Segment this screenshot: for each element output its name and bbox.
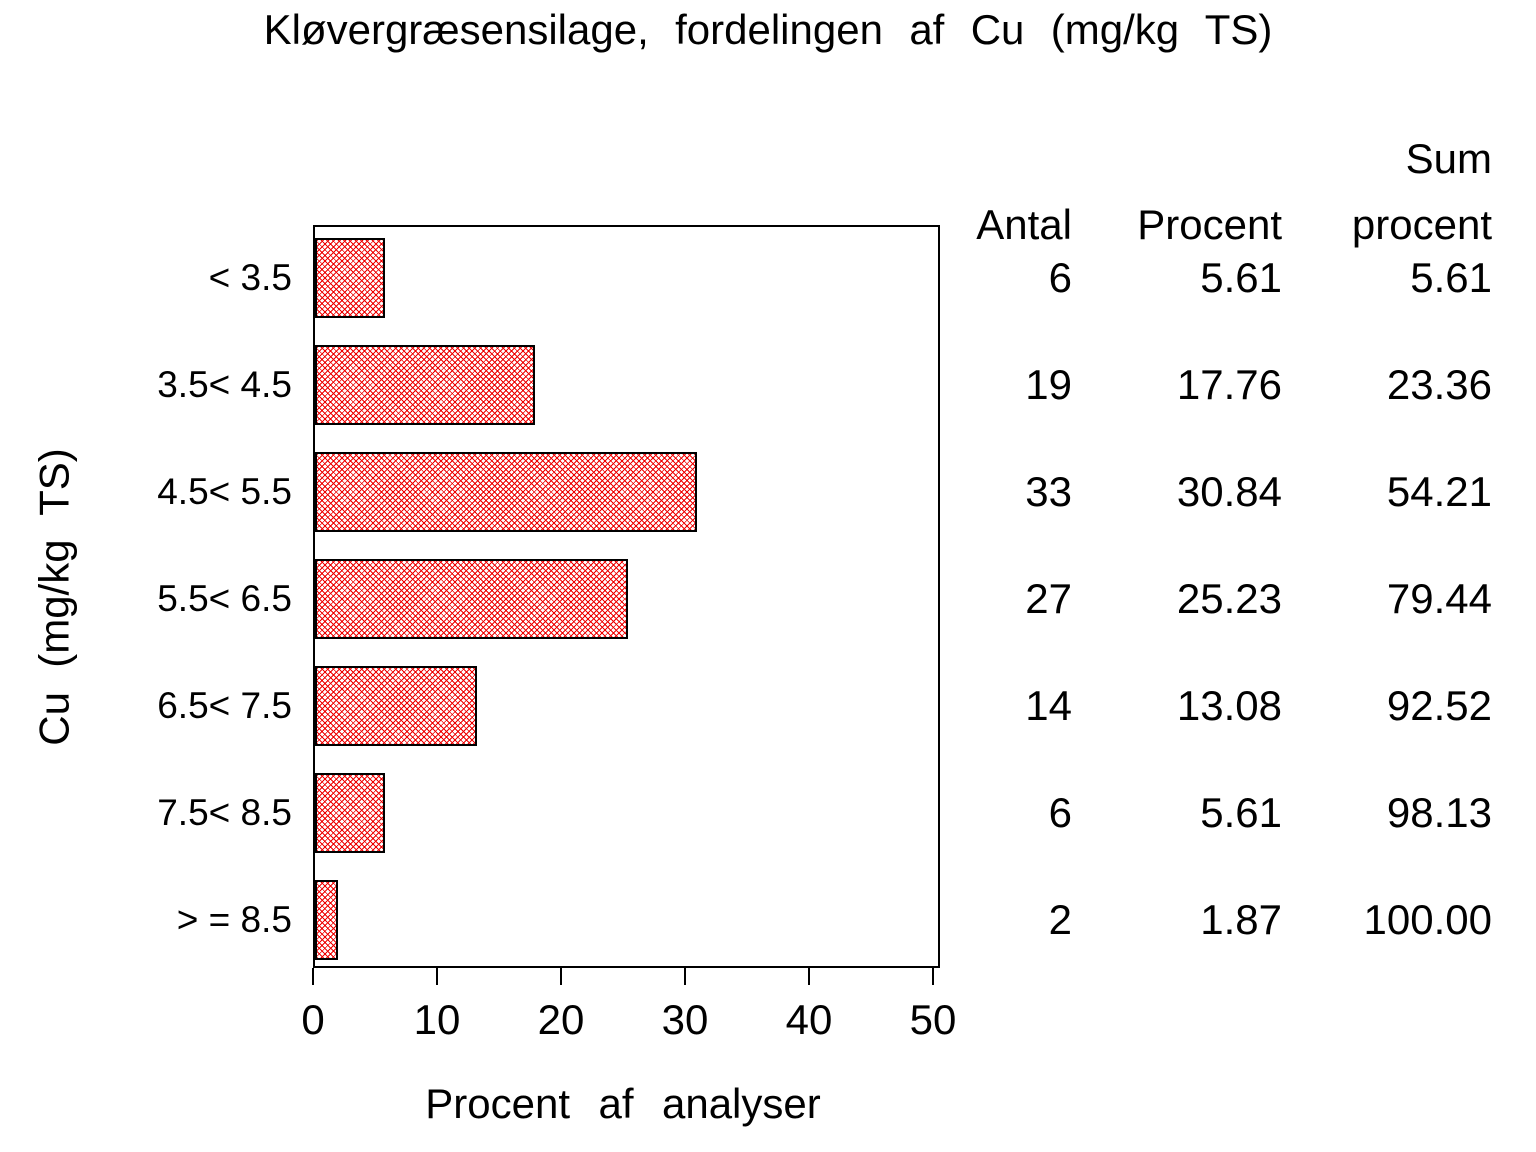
chart-title: Kløvergræsensilage, fordelingen af Cu (m… (263, 6, 1273, 53)
category-label: 4.5< 5.5 (157, 471, 292, 512)
x-axis-label: Procent af analyser (425, 1080, 821, 1127)
table-row: 6 5.61 5.61 (960, 238, 1492, 318)
table-row: 6 5.61 98.13 (960, 773, 1492, 853)
table-cell: 6 (1048, 254, 1072, 301)
y-category-labels: < 3.5 3.5< 4.5 4.5< 5.5 5.5< 6.5 6.5< 7.5 7.5… (0, 0, 292, 1152)
bar-3.5< 4.5 (315, 345, 535, 425)
table-cell: 17.76 (1176, 361, 1282, 408)
table-cell: 79.44 (1386, 575, 1492, 622)
header-sum-line2: procent (1351, 201, 1492, 248)
table-cell: 98.13 (1386, 789, 1492, 836)
table-header-line-1: Sum (960, 126, 1492, 192)
table-cell: 25.23 (1176, 575, 1282, 622)
table-header-line-2: Antal Procent procent (960, 192, 1492, 258)
table-row: 33 30.84 54.21 (960, 452, 1492, 532)
header-antal: Antal (976, 201, 1072, 248)
table-cell: 54.21 (1386, 468, 1492, 515)
x-tick-label: 20 (537, 996, 585, 1043)
bar-5.5< 6.5 (315, 559, 628, 639)
x-tick-label: 10 (413, 996, 461, 1043)
category-label: 6.5< 7.5 (157, 685, 292, 726)
x-tick-mark (684, 968, 686, 985)
table-cell: 27 (1025, 575, 1072, 622)
bar-7.5< 8.5 (315, 773, 385, 853)
table-header: Sum Antal Procent procent (960, 126, 1492, 258)
x-tick-mark (932, 968, 934, 985)
table-cell: 1.87 (1200, 896, 1282, 943)
x-tick-mark (560, 968, 562, 985)
category-label: 5.5< 6.5 (157, 578, 292, 619)
category-label: 3.5< 4.5 (157, 364, 292, 405)
table-cell: 5.61 (1200, 789, 1282, 836)
table-row: 2 1.87 100.00 (960, 880, 1492, 960)
bar-4.5< 5.5 (315, 452, 697, 532)
table-cell: 19 (1025, 361, 1072, 408)
table-cell: 33 (1025, 468, 1072, 515)
plot-area (313, 225, 940, 968)
category-label: 7.5< 8.5 (157, 792, 292, 833)
table-cell: 92.52 (1386, 682, 1492, 729)
x-tick-mark (312, 968, 314, 985)
bar-6.5< 7.5 (315, 666, 477, 746)
category-label: < 3.5 (208, 257, 292, 298)
x-tick-label: 40 (785, 996, 833, 1043)
x-tick-mark (436, 968, 438, 985)
x-tick-label: 0 (301, 996, 325, 1043)
bar-< 3.5 (315, 238, 385, 318)
table-cell: 5.61 (1410, 254, 1492, 301)
table-cell: 6 (1048, 789, 1072, 836)
table-cell: 13.08 (1176, 682, 1282, 729)
table-cell: 5.61 (1200, 254, 1282, 301)
bar-> = 8.5 (315, 880, 338, 960)
table-row: 14 13.08 92.52 (960, 666, 1492, 746)
category-label: > = 8.5 (176, 899, 292, 940)
table-cell: 14 (1025, 682, 1072, 729)
table-row: 19 17.76 23.36 (960, 345, 1492, 425)
table-cell: 2 (1048, 896, 1072, 943)
table-cell: 30.84 (1176, 468, 1282, 515)
table-cell: 23.36 (1386, 361, 1492, 408)
header-sum-line1: Sum (1405, 135, 1492, 182)
x-tick-mark (808, 968, 810, 985)
table-cell: 100.00 (1363, 896, 1492, 943)
header-procent: Procent (1137, 201, 1282, 248)
x-tick-label: 50 (909, 996, 957, 1043)
table-row: 27 25.23 79.44 (960, 559, 1492, 639)
x-tick-label: 30 (661, 996, 709, 1043)
